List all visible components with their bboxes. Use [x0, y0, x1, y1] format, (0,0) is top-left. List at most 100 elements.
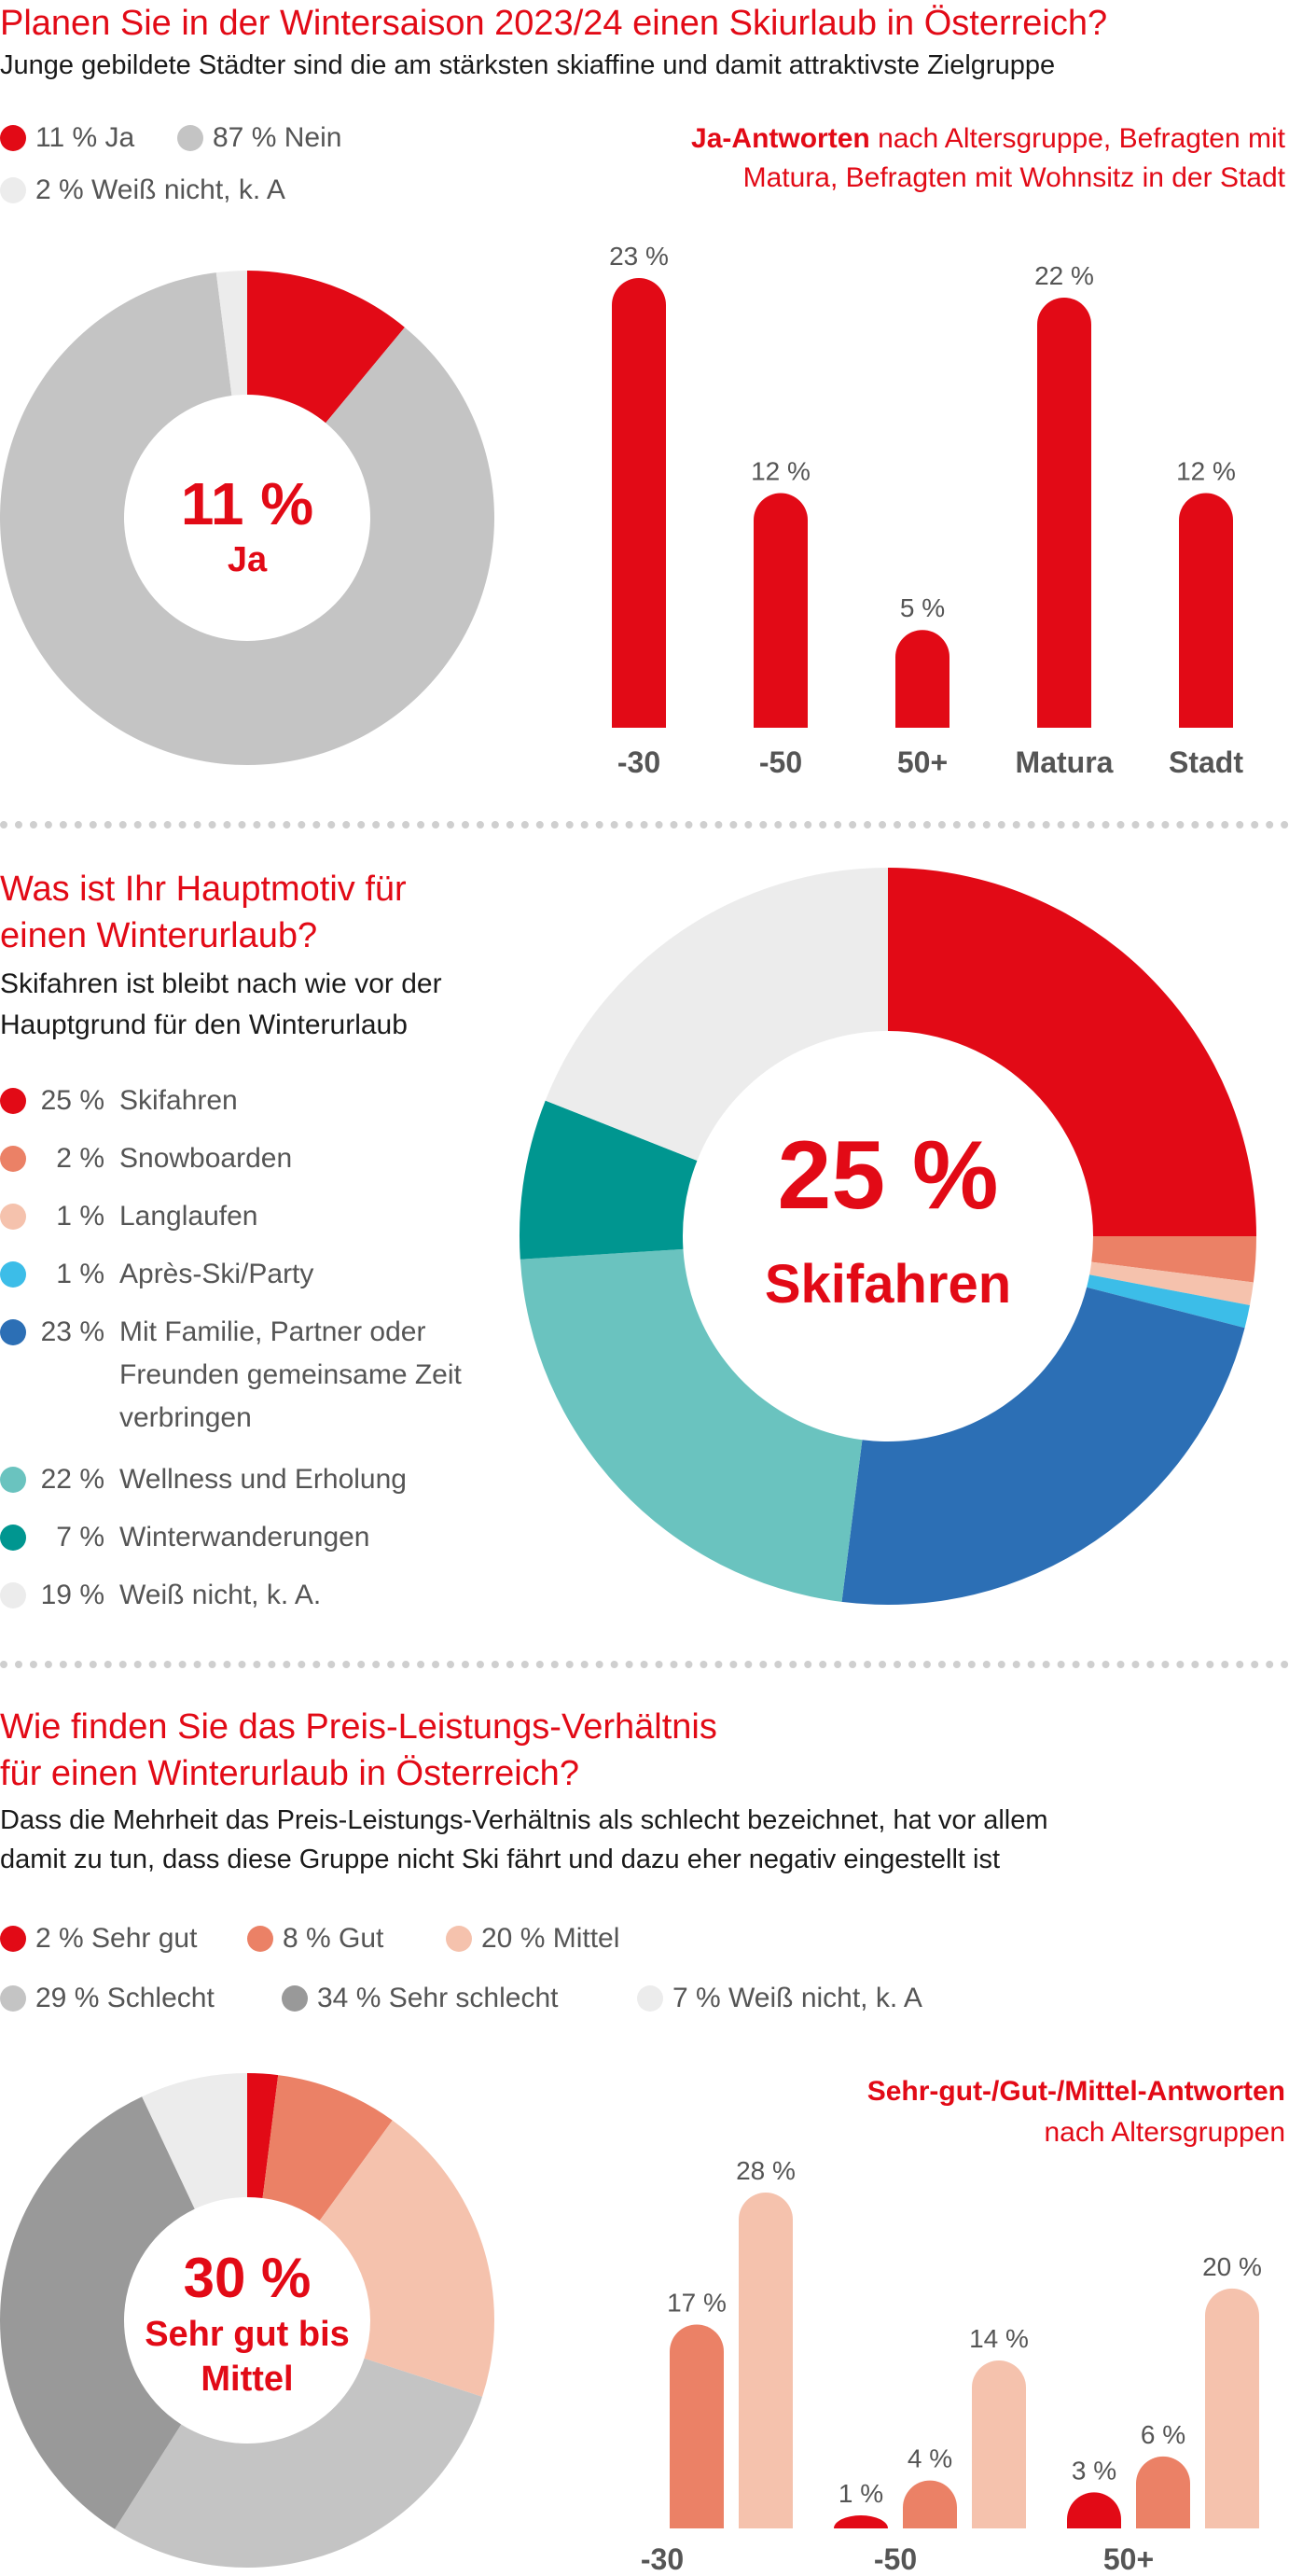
bar--30 [612, 278, 666, 728]
legend-percent: 7 % [56, 1522, 104, 1553]
section3-subtitle: Dass die Mehrheit das Preis-Leistungs-Ve… [0, 1801, 1048, 1879]
bar-value-label: 28 % [736, 2156, 796, 2185]
bar-sehr-gut--50 [834, 2515, 888, 2528]
section2-title-line2: einen Winterurlaub? [0, 916, 318, 955]
donut-slice-gut [262, 2075, 393, 2221]
legend-dot [0, 1261, 26, 1288]
legend-label: 2 % Weiß nicht, k. A [35, 174, 285, 205]
legend-label: 20 % Mittel [481, 1923, 620, 1954]
donut-slice-nein [0, 272, 494, 765]
bar-category-label: 50+ [1103, 2542, 1154, 2576]
donut-center-line3: Mittel [201, 2360, 293, 2399]
legend-mittel: 20 % Mittel [446, 1922, 619, 1956]
section1-subtitle: Junge gebildete Städter sind die am stär… [0, 50, 1056, 80]
bar-value-label: 20 % [1202, 2252, 1262, 2281]
legend-dot [0, 1985, 26, 2012]
legend-gut: 8 % Gut [247, 1922, 383, 1956]
bar-value-label: 14 % [969, 2324, 1029, 2353]
donut-slice-ja [247, 271, 405, 424]
bar-gut--50 [903, 2480, 957, 2528]
legend-dot [282, 1985, 308, 2012]
donut-center-value: 11 % [181, 470, 313, 537]
donut-chart-preis-leistung: 30 % Sehr gut bis Mittel [0, 2073, 494, 2568]
legend-label: Langlaufen [119, 1201, 258, 1232]
donut-center-label: Skifahren [765, 1254, 1011, 1315]
legend-label: Après-Ski/Party [119, 1259, 314, 1289]
legend-weiss-nicht: 2 % Weiß nicht, k. A [0, 174, 285, 207]
legend-schlecht: 29 % Schlecht [0, 1982, 215, 2015]
legend-item: 1 % Après-Ski/Party [0, 1253, 530, 1296]
legend-dot [637, 1985, 663, 2012]
section3-subtitle-line1: Dass die Mehrheit das Preis-Leistungs-Ve… [0, 1805, 1048, 1835]
bar-heading-line1: Sehr-gut-/Gut-/Mittel-Antworten [866, 2076, 1285, 2107]
legend-dot [177, 125, 203, 151]
section3-subtitle-line2: damit zu tun, dass diese Gruppe nicht Sk… [0, 1845, 1001, 1874]
donut-slice-snowboarden [1091, 1236, 1256, 1283]
legend-label: 2 % Sehr gut [35, 1923, 198, 1954]
legend-dot [0, 1204, 26, 1230]
section1-title: Planen Sie in der Wintersaison 2023/24 e… [0, 4, 1108, 43]
section3-title-line2: für einen Winterurlaub in Österreich? [0, 1754, 579, 1793]
legend-label: Wellness und Erholung [119, 1464, 407, 1495]
donut-slice-apr-s-ski-party [1087, 1274, 1251, 1329]
donut-slice-skifahren [888, 868, 1256, 1236]
bar-heading-bold: Ja-Antworten [691, 123, 870, 154]
donut-slice-langlaufen [1089, 1261, 1254, 1306]
donut-slice-winterwanderungen [520, 1100, 698, 1260]
donut-slice-mit-familie-partner-oder-freunden-gemeinsame-zeit-verbringen [841, 1287, 1245, 1605]
bar-value-label: 5 % [900, 593, 945, 622]
donut-slice-schlecht [115, 2358, 483, 2568]
legend-percent: 19 % [40, 1580, 104, 1610]
legend-label: 29 % Schlecht [35, 1983, 215, 2013]
donut-slice-weiß-nicht-k-a [142, 2073, 247, 2209]
legend-percent: 2 % [56, 1143, 104, 1174]
legend-label: Mit Familie, Partner oder Freunden gemei… [119, 1316, 462, 1433]
bar-value-label: 6 % [1141, 2420, 1185, 2449]
section2-subtitle: Skifahren ist bleibt nach wie vor der Ha… [0, 964, 442, 1046]
bar-category-label: Stadt [1169, 745, 1243, 779]
legend-item: 2 % Snowboarden [0, 1137, 530, 1180]
bar-value-label: 3 % [1072, 2456, 1116, 2485]
legend-item: 19 % Weiß nicht, k. A. [0, 1574, 530, 1617]
section-divider [0, 821, 1289, 828]
section2-subtitle-line2: Hauptgrund für den Winterurlaub [0, 1010, 408, 1040]
legend-item: 1 % Langlaufen [0, 1195, 530, 1238]
legend-label: Winterwanderungen [119, 1522, 370, 1553]
legend-sehr-gut: 2 % Sehr gut [0, 1922, 197, 1956]
legend-percent: 25 % [40, 1085, 104, 1116]
bar-category-label: -50 [874, 2542, 917, 2576]
legend-label: 34 % Sehr schlecht [317, 1983, 559, 2013]
donut-slice-weiß-nicht-k-a [215, 271, 247, 397]
bar-mittel-50+ [1205, 2288, 1259, 2528]
donut-slice-wellness-und-erholung [520, 1248, 863, 1602]
donut-slice-mittel [319, 2120, 494, 2397]
bar-value-label: 4 % [908, 2444, 952, 2473]
section2-title: Was ist Ihr Hauptmotiv für einen Winteru… [0, 866, 407, 959]
section2-title-line1: Was ist Ihr Hauptmotiv für [0, 870, 407, 909]
bar-chart-heading: Ja-Antworten nach Altersgruppe, Befragte… [691, 119, 1285, 198]
legend-dot [0, 125, 26, 151]
legend-dot [0, 1467, 26, 1493]
legend-item: 23 % Mit Familie, Partner oder Freunden g… [0, 1311, 530, 1440]
bar-heading-rest: nach Altersgruppe, Befragten mit [869, 123, 1285, 154]
legend-dot [0, 1146, 26, 1172]
bar-50+ [895, 630, 949, 728]
bar-mittel--50 [972, 2360, 1026, 2528]
bar-mittel--30 [739, 2193, 793, 2528]
bar-value-label: 1 % [839, 2479, 883, 2508]
legend-dot [0, 1088, 26, 1114]
legend-label: 87 % Nein [213, 122, 342, 153]
bar-stadt [1179, 493, 1233, 728]
legend-percent: 23 % [40, 1316, 104, 1347]
legend-weiss-nicht: 7 % Weiß nicht, k. A [637, 1982, 922, 2015]
section2-subtitle-line1: Skifahren ist bleibt nach wie vor der [0, 968, 442, 999]
legend-label: 11 % Ja [35, 122, 135, 153]
section3-title-line1: Wie finden Sie das Preis-Leistungs-Verhä… [0, 1707, 717, 1747]
legend-nein: 87 % Nein [177, 121, 341, 155]
legend-dot [0, 177, 26, 203]
bar-value-label: 22 % [1034, 261, 1094, 290]
legend-percent: 1 % [56, 1201, 104, 1232]
bar-category-label: Matura [1016, 745, 1114, 779]
bar-chart-ja-antworten: 23 % -30 12 % -50 5 % 50+ 22 % Matura 12 % Stadt [609, 242, 1243, 779]
legend-item: 22 % Wellness und Erholung [0, 1458, 530, 1501]
